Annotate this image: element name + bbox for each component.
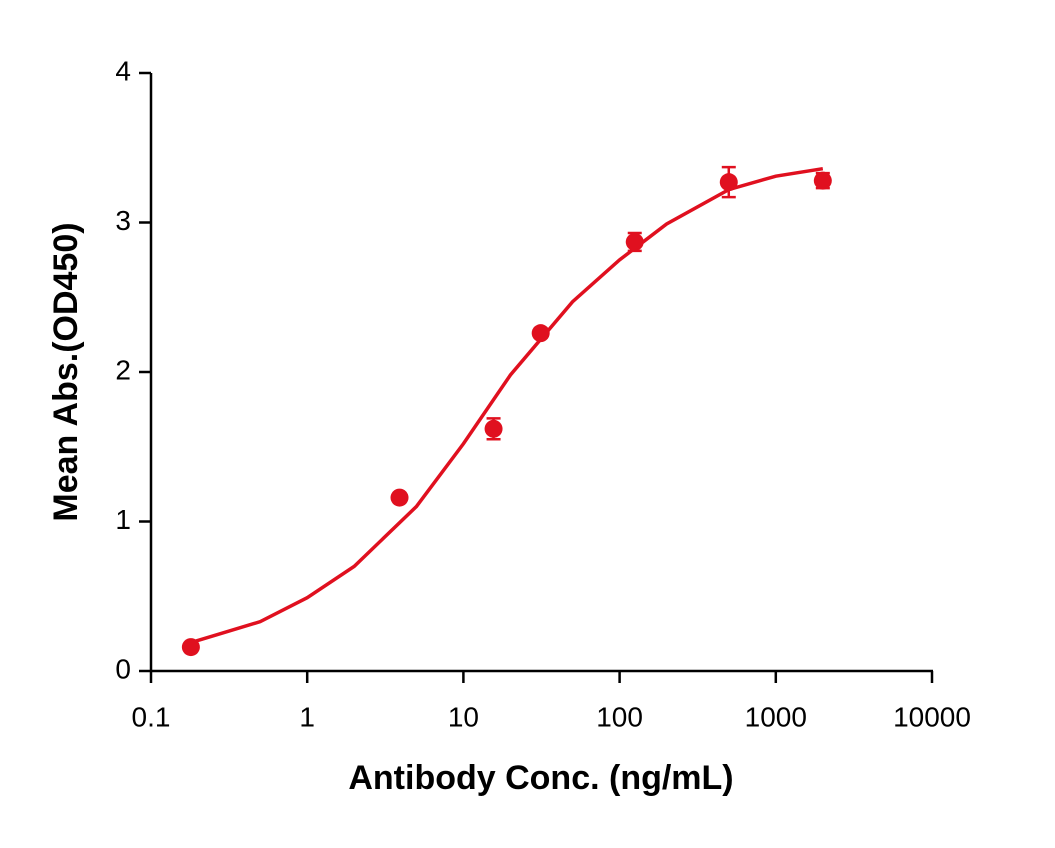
y-tick-label: 0 <box>115 653 131 684</box>
x-axis-title: Antibody Conc. (ng/mL) <box>348 759 733 797</box>
x-tick-label: 10000 <box>893 701 971 732</box>
data-point <box>531 324 550 343</box>
x-tick-label: 100 <box>596 701 643 732</box>
y-tick-label: 3 <box>115 205 131 236</box>
data-point <box>625 232 644 251</box>
data-point <box>813 171 832 190</box>
data-point <box>390 488 409 507</box>
y-tick-label: 2 <box>115 354 131 385</box>
data-point <box>719 173 738 192</box>
x-tick-label: 1 <box>299 701 315 732</box>
data-point <box>484 419 503 438</box>
x-tick-label: 0.1 <box>132 701 171 732</box>
x-tick-label: 1000 <box>745 701 807 732</box>
y-tick-label: 4 <box>115 55 131 86</box>
y-tick-label: 1 <box>115 504 131 535</box>
data-point <box>181 638 200 657</box>
y-axis-title: Mean Abs.(OD450) <box>47 222 85 521</box>
x-tick-label: 10 <box>448 701 479 732</box>
fit-curve <box>190 166 824 645</box>
